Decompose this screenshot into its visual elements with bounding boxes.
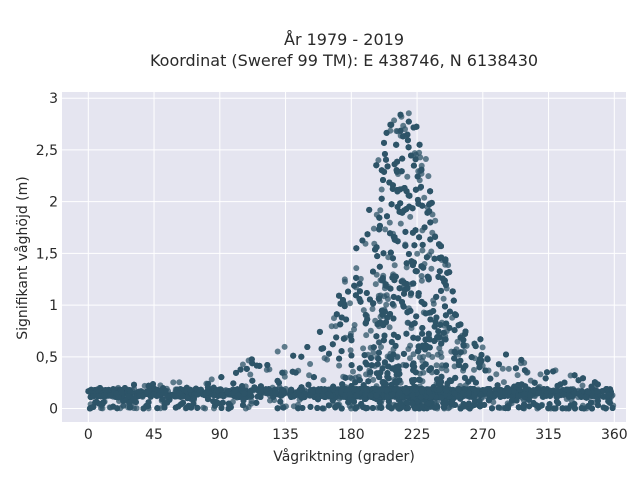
data-point bbox=[417, 154, 424, 161]
data-point bbox=[391, 262, 398, 269]
data-point bbox=[263, 366, 270, 373]
data-point bbox=[400, 122, 407, 129]
data-point bbox=[170, 379, 177, 386]
data-point bbox=[397, 220, 404, 227]
data-point bbox=[422, 156, 429, 162]
data-point bbox=[377, 207, 384, 214]
data-point bbox=[405, 110, 412, 117]
data-point bbox=[471, 366, 477, 373]
data-point bbox=[120, 402, 127, 409]
data-point bbox=[383, 292, 390, 299]
data-point bbox=[347, 347, 354, 354]
data-point bbox=[336, 362, 343, 369]
data-point bbox=[479, 344, 486, 351]
data-point bbox=[378, 186, 385, 193]
data-point bbox=[537, 371, 544, 378]
data-point bbox=[360, 345, 367, 352]
data-point bbox=[378, 344, 384, 350]
data-point bbox=[514, 372, 521, 379]
data-point bbox=[425, 351, 432, 358]
data-point bbox=[370, 225, 377, 232]
data-point bbox=[440, 295, 447, 302]
data-point bbox=[98, 405, 104, 412]
data-point bbox=[247, 371, 254, 378]
data-point bbox=[375, 157, 382, 164]
data-point bbox=[360, 307, 367, 314]
data-point bbox=[306, 372, 313, 379]
data-point bbox=[445, 262, 452, 269]
chart-title-line2: Koordinat (Sweref 99 TM): E 438746, N 61… bbox=[150, 51, 538, 70]
data-point bbox=[386, 324, 393, 331]
data-point bbox=[500, 379, 507, 386]
data-point bbox=[416, 149, 423, 156]
data-point bbox=[499, 365, 506, 372]
data-point bbox=[579, 382, 586, 389]
data-point bbox=[382, 226, 389, 233]
data-point bbox=[350, 368, 356, 375]
data-point bbox=[428, 265, 435, 272]
data-point bbox=[404, 173, 411, 180]
data-point bbox=[433, 362, 440, 369]
data-point bbox=[370, 376, 377, 383]
data-point bbox=[320, 377, 327, 384]
data-point bbox=[321, 355, 328, 362]
data-point bbox=[357, 275, 364, 282]
data-point bbox=[367, 327, 374, 334]
data-point bbox=[391, 117, 398, 124]
data-point bbox=[383, 301, 390, 308]
data-point bbox=[341, 276, 348, 283]
data-point bbox=[419, 247, 426, 254]
data-point bbox=[403, 264, 410, 271]
data-point bbox=[200, 404, 207, 411]
data-point bbox=[414, 250, 421, 257]
plot-area bbox=[62, 92, 626, 422]
data-point bbox=[410, 351, 417, 358]
data-point bbox=[438, 354, 445, 360]
data-point bbox=[353, 265, 360, 272]
data-point bbox=[407, 342, 414, 349]
data-point bbox=[369, 306, 376, 312]
data-point bbox=[372, 281, 379, 288]
scatter-points bbox=[85, 110, 617, 412]
data-point bbox=[307, 361, 314, 367]
data-point bbox=[376, 339, 383, 346]
data-point bbox=[505, 365, 512, 372]
chart-title-line1: År 1979 - 2019 bbox=[284, 30, 404, 49]
data-point bbox=[351, 326, 357, 333]
data-point bbox=[208, 376, 215, 383]
data-point bbox=[425, 173, 432, 180]
data-point bbox=[407, 213, 414, 220]
data-point bbox=[239, 361, 246, 368]
data-point bbox=[418, 273, 425, 279]
data-point bbox=[421, 194, 428, 201]
data-point bbox=[248, 398, 255, 405]
data-point bbox=[454, 338, 461, 345]
data-point bbox=[281, 343, 288, 350]
data-point bbox=[386, 219, 393, 226]
data-point bbox=[347, 300, 353, 307]
data-point bbox=[407, 355, 413, 362]
data-point bbox=[274, 348, 281, 355]
data-point bbox=[493, 371, 500, 378]
data-point bbox=[443, 367, 450, 374]
data-point bbox=[176, 379, 183, 386]
data-point bbox=[436, 345, 443, 352]
data-point bbox=[432, 217, 439, 224]
data-point bbox=[351, 322, 358, 328]
data-point bbox=[385, 254, 392, 261]
data-point bbox=[363, 332, 370, 339]
data-point bbox=[420, 369, 427, 376]
data-point bbox=[418, 277, 425, 284]
data-point bbox=[370, 349, 377, 356]
